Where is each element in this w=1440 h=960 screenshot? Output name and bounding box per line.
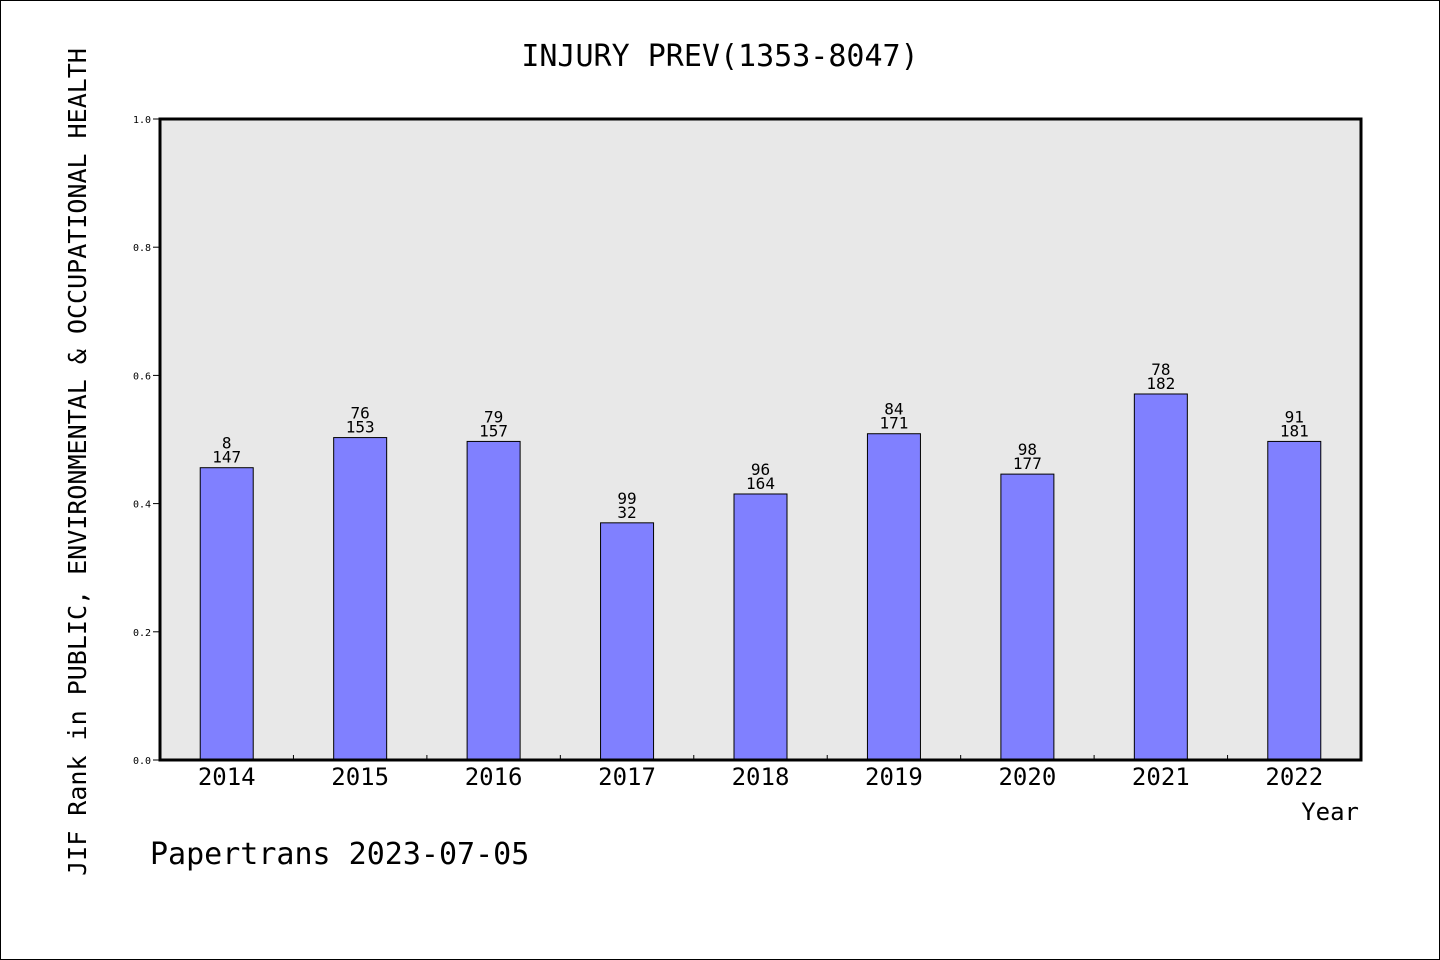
- x-tick-label-2017: 2017: [598, 763, 656, 791]
- data-label-rank-2017: 99: [617, 489, 636, 508]
- y-tick-label-0.6: 0.6: [133, 371, 151, 382]
- bar-2017: [600, 522, 655, 761]
- data-label-rank-2018: 96: [751, 460, 770, 479]
- bars-group: [199, 393, 1322, 761]
- data-label-total-2022: 181: [1280, 421, 1309, 440]
- x-tick-label-2021: 2021: [1132, 763, 1190, 791]
- x-axis-label: Year: [1301, 798, 1359, 826]
- bar-2019: [866, 433, 921, 761]
- bar-2018: [733, 493, 788, 761]
- chart-title: INJURY PREV(1353-8047): [521, 39, 918, 74]
- x-tick-label-2022: 2022: [1265, 763, 1323, 791]
- plot-border: [158, 117, 1363, 762]
- data-label-total-2018: 164: [746, 474, 775, 493]
- y-tick-label-0.8: 0.8: [133, 243, 151, 254]
- bar-2014: [199, 467, 254, 761]
- data-label-total-2020: 177: [1013, 454, 1042, 473]
- x-tick-label-2015: 2015: [331, 763, 389, 791]
- bar-2022: [1267, 440, 1322, 761]
- x-tick-label-2020: 2020: [998, 763, 1056, 791]
- data-label-total-2021: 182: [1146, 374, 1175, 393]
- footer-watermark: Papertrans 2023-07-05: [150, 837, 529, 872]
- data-label-rank-2015: 76: [351, 404, 370, 423]
- y-ticks-group: 0.0 0.2 0.4 0.6 0.8 1.0: [133, 115, 160, 767]
- x-tick-label-2019: 2019: [865, 763, 923, 791]
- x-tick-label-2018: 2018: [732, 763, 790, 791]
- x-tick-label-2014: 2014: [198, 763, 256, 791]
- bar-2021: [1133, 393, 1188, 761]
- bar-2015: [333, 437, 388, 761]
- data-label-total-2017: 32: [617, 503, 636, 522]
- data-label-rank-2014: 8: [222, 434, 232, 453]
- y-tick-label-1.0: 1.0: [133, 115, 151, 126]
- data-label-total-2019: 171: [879, 414, 908, 433]
- data-label-rank-2019: 84: [884, 400, 903, 419]
- y-tick-label-0.0: 0.0: [133, 756, 151, 767]
- bar-2016: [466, 440, 521, 761]
- data-label-total-2015: 153: [346, 418, 375, 437]
- x-tick-label-2016: 2016: [465, 763, 523, 791]
- y-tick-label-0.4: 0.4: [133, 500, 151, 511]
- data-label-rank-2016: 79: [484, 407, 503, 426]
- data-label-total-2014: 147: [212, 448, 241, 467]
- data-label-rank-2021: 78: [1151, 360, 1170, 379]
- data-label-rank-2022: 91: [1285, 407, 1304, 426]
- data-label-rank-2020: 98: [1018, 440, 1037, 459]
- bar-2020: [1000, 473, 1055, 761]
- y-axis-label: JIF Rank in PUBLIC, ENVIRONMENTAL & OCCU…: [63, 48, 92, 876]
- x-ticks-group: 2014 2015 2016 2017 2018 2019 2020 2021 2022: [198, 755, 1323, 791]
- data-label-total-2016: 157: [479, 421, 508, 440]
- y-tick-label-0.2: 0.2: [133, 628, 151, 639]
